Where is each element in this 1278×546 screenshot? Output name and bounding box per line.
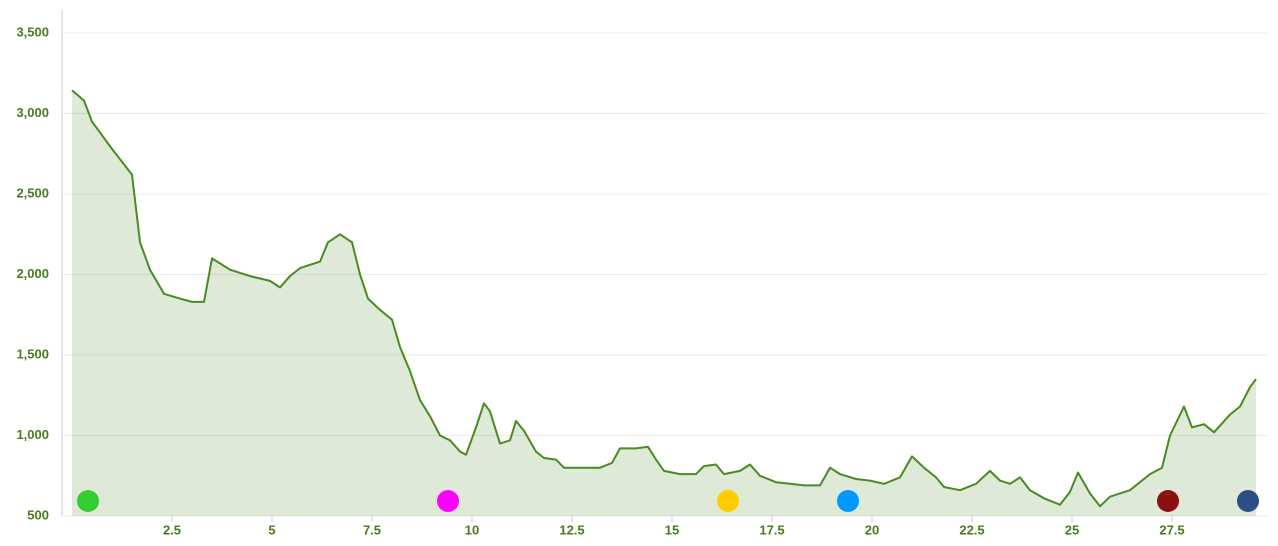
waypoint-marker — [1237, 490, 1259, 512]
x-tick-label: 22.5 — [959, 522, 984, 537]
x-tick-label: 7.5 — [363, 522, 381, 537]
x-tick-label: 17.5 — [759, 522, 784, 537]
waypoint-marker — [437, 490, 459, 512]
area-fill — [72, 90, 1256, 516]
x-tick-label: 20 — [865, 522, 879, 537]
y-tick-label: 2,500 — [16, 185, 49, 200]
y-tick-label: 500 — [27, 507, 49, 522]
x-tick-label: 15 — [665, 522, 679, 537]
y-tick-label: 3,000 — [16, 105, 49, 120]
x-tick-label: 12.5 — [559, 522, 584, 537]
x-tick-label: 2.5 — [163, 522, 181, 537]
waypoint-marker — [717, 490, 739, 512]
x-tick-label: 27.5 — [1159, 522, 1184, 537]
waypoint-marker — [837, 490, 859, 512]
x-tick-label: 10 — [465, 522, 479, 537]
x-tick-label: 5 — [268, 522, 275, 537]
waypoint-marker — [77, 490, 99, 512]
x-tick-label: 25 — [1065, 522, 1079, 537]
waypoint-marker — [1157, 490, 1179, 512]
area-line — [71, 89, 1257, 508]
y-tick-label: 2,000 — [16, 266, 49, 281]
y-tick-label: 1,000 — [16, 427, 49, 442]
y-tick-label: 1,500 — [16, 346, 49, 361]
y-tick-label: 3,500 — [16, 24, 49, 39]
